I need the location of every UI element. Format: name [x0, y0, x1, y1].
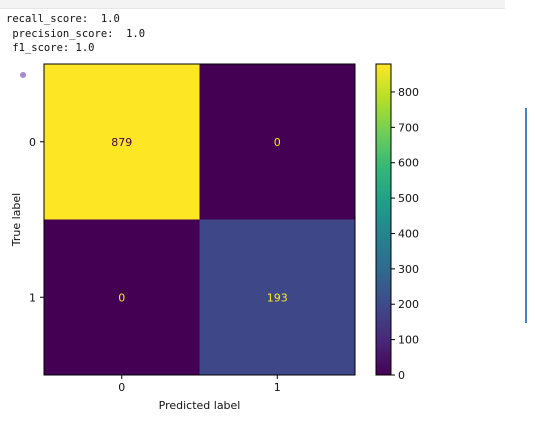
cell-value-label: 193	[267, 291, 288, 304]
cell-value-label: 879	[111, 136, 132, 149]
heatmap-cell	[199, 64, 355, 220]
y-axis-label: True label	[10, 193, 23, 247]
colorbar	[375, 63, 392, 376]
heatmap-cell	[44, 64, 200, 220]
y-tick-label: 1	[29, 291, 36, 304]
colorbar-tick-label: 400	[398, 227, 419, 240]
cell-output-text: recall_score: 1.0 precision_score: 1.0 f…	[6, 12, 145, 56]
x-tick-label: 1	[274, 381, 281, 394]
cell-status-dot	[20, 72, 26, 78]
cell-value-label: 0	[274, 136, 281, 149]
cell-top-border	[0, 0, 505, 9]
output-line-precision: precision_score: 1.0	[6, 27, 146, 40]
colorbar-tick-label: 0	[398, 369, 405, 382]
x-tick-label: 0	[118, 381, 125, 394]
heatmap-cell	[44, 219, 200, 375]
colorbar-tick-label: 200	[398, 298, 419, 311]
y-tick-label: 0	[29, 136, 36, 149]
colorbar-tick-label: 700	[398, 121, 419, 134]
x-axis-label: Predicted label	[159, 399, 241, 412]
colorbar-tick-label: 300	[398, 263, 419, 276]
vertical-scroll-indicator[interactable]	[525, 108, 527, 323]
output-line-recall: recall_score: 1.0	[6, 13, 120, 25]
heatmap-cell	[199, 219, 355, 375]
plot-frame	[43, 63, 356, 376]
colorbar-tick-label: 500	[398, 192, 419, 205]
colorbar-tick-label: 800	[398, 86, 419, 99]
colorbar-tick-label: 600	[398, 157, 419, 170]
cell-value-label: 0	[118, 291, 125, 304]
output-line-f1: f1_score: 1.0	[6, 42, 95, 54]
colorbar-tick-label: 100	[398, 334, 419, 347]
